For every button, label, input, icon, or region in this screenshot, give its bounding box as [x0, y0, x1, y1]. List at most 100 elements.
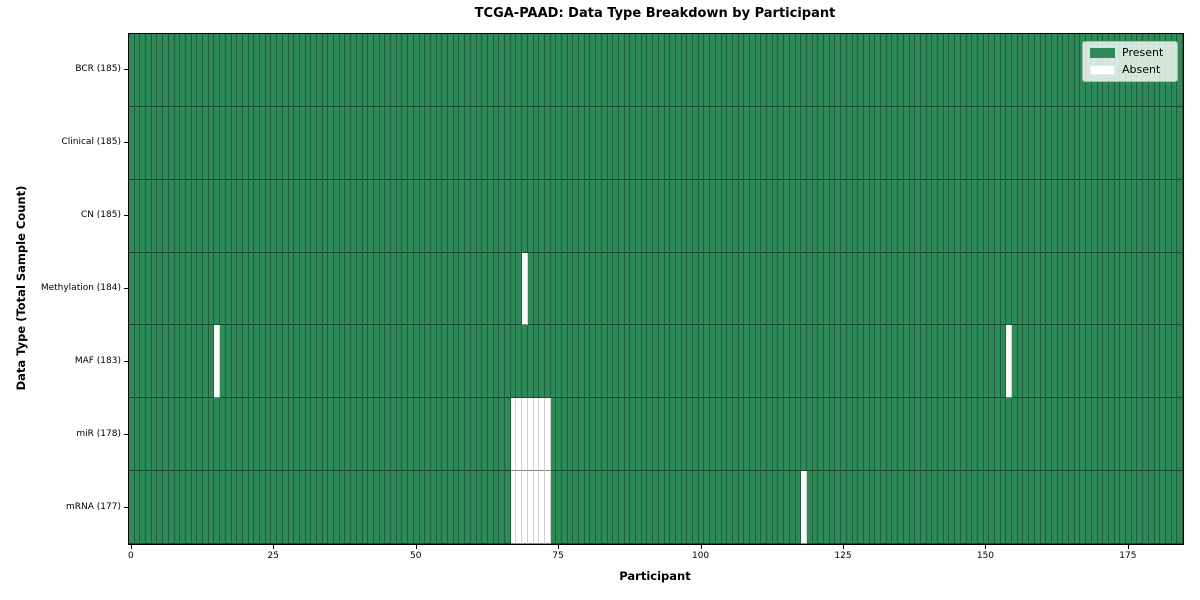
heatmap-cell — [408, 34, 414, 107]
heatmap-cell — [402, 34, 409, 107]
heatmap-cell — [824, 325, 830, 399]
heatmap-cell — [596, 179, 602, 253]
heatmap-cell — [744, 325, 750, 399]
row-label-methylation: Methylation (184) — [40, 283, 121, 293]
heatmap-cell — [1057, 106, 1064, 180]
heatmap-cell — [345, 398, 352, 472]
heatmap-cell — [140, 34, 147, 107]
heatmap-cell — [704, 34, 711, 107]
heatmap-cell — [465, 471, 471, 544]
heatmap-cell — [1177, 179, 1183, 253]
heatmap-cell — [1114, 252, 1121, 326]
heatmap-cell — [858, 34, 864, 107]
heatmap-cell — [277, 34, 283, 107]
heatmap-cell — [402, 252, 409, 326]
heatmap-cell — [960, 398, 967, 472]
heatmap-cell — [208, 398, 215, 472]
heatmap-cell — [362, 179, 369, 253]
heatmap-cell — [852, 398, 859, 472]
heatmap-cell — [579, 325, 585, 399]
heatmap-cell — [795, 34, 802, 107]
heatmap-cell — [1126, 106, 1132, 180]
heatmap-cell — [396, 471, 403, 544]
heatmap-cell — [1040, 252, 1047, 326]
heatmap-cell — [750, 34, 756, 107]
heatmap-cell — [203, 252, 209, 326]
heatmap-cell — [698, 34, 705, 107]
heatmap-cell — [750, 471, 756, 544]
heatmap-cell — [1165, 106, 1172, 180]
heatmap-cell — [573, 179, 580, 253]
heatmap-cell — [824, 106, 830, 180]
heatmap-cell — [778, 471, 785, 544]
heatmap-cell — [191, 34, 198, 107]
heatmap-cell — [1040, 325, 1047, 399]
heatmap-cell — [852, 179, 859, 253]
heatmap-cell — [898, 471, 904, 544]
heatmap-cell — [989, 325, 995, 399]
heatmap-cell — [596, 34, 602, 107]
heatmap-cell — [829, 471, 836, 544]
heatmap-cell — [231, 325, 238, 399]
heatmap-cell — [590, 398, 597, 472]
heatmap-cell — [949, 325, 956, 399]
heatmap-cell — [601, 179, 608, 253]
heatmap-cell — [869, 106, 876, 180]
heatmap-cell — [875, 398, 882, 472]
heatmap-cell — [385, 34, 392, 107]
heatmap-cell — [835, 325, 842, 399]
heatmap-cell — [470, 34, 477, 107]
heatmap-cell — [641, 34, 648, 107]
heatmap-cell — [317, 34, 323, 107]
heatmap-cell — [157, 252, 164, 326]
heatmap-cell — [852, 325, 859, 399]
heatmap-cell — [926, 106, 933, 180]
heatmap-cell — [191, 106, 198, 180]
heatmap-cell — [932, 398, 939, 472]
heatmap-cell — [265, 325, 272, 399]
heatmap-cell — [761, 252, 768, 326]
heatmap-cell — [664, 325, 671, 399]
heatmap-cell — [664, 252, 671, 326]
heatmap-cell — [453, 471, 460, 544]
heatmap-cell — [641, 252, 648, 326]
heatmap-cell — [835, 106, 842, 180]
heatmap-cell — [476, 34, 483, 107]
heatmap-cell — [356, 106, 363, 180]
heatmap-cell — [567, 398, 574, 472]
heatmap-cell — [670, 471, 676, 544]
heatmap-cell — [1091, 179, 1098, 253]
heatmap-cell — [1086, 179, 1092, 253]
heatmap-cell — [892, 34, 899, 107]
heatmap-cell — [379, 252, 386, 326]
heatmap-cell — [1029, 252, 1035, 326]
heatmap-cell — [909, 179, 916, 253]
heatmap-cell — [801, 252, 807, 326]
heatmap-cell — [1103, 398, 1109, 472]
heatmap-cell — [983, 179, 990, 253]
heatmap-cell — [448, 471, 454, 544]
heatmap-cell — [299, 252, 306, 326]
heatmap-cell — [613, 398, 619, 472]
heatmap-cell — [505, 398, 511, 472]
heatmap-cell — [544, 34, 551, 107]
heatmap-cell — [573, 471, 580, 544]
legend-item-present: Present — [1090, 46, 1170, 59]
heatmap-cell — [915, 34, 921, 107]
heatmap-cell — [203, 106, 209, 180]
heatmap-cell — [482, 34, 488, 107]
heatmap-cell — [920, 325, 927, 399]
heatmap-cell — [681, 34, 688, 107]
heatmap-cell — [254, 34, 261, 107]
heatmap-cell — [732, 106, 739, 180]
heatmap-cell — [191, 471, 198, 544]
heatmap-cell — [522, 325, 528, 399]
heatmap-cell — [561, 252, 568, 326]
heatmap-cell — [146, 106, 152, 180]
heatmap-cell — [476, 252, 483, 326]
heatmap-cell — [453, 106, 460, 180]
heatmap-cell — [368, 471, 374, 544]
heatmap-cell — [630, 398, 637, 472]
heatmap-cell — [282, 179, 289, 253]
heatmap-cell — [721, 179, 728, 253]
